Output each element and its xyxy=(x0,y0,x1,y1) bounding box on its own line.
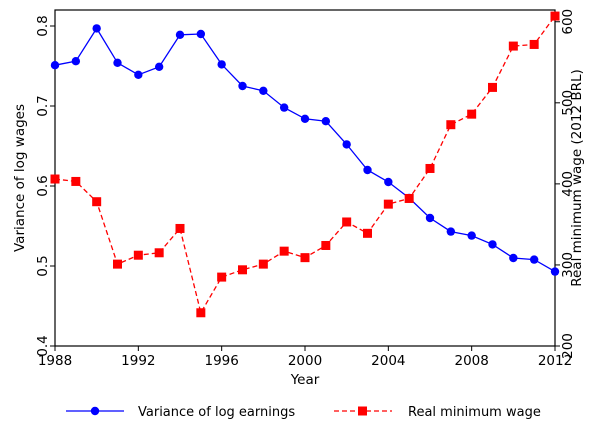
legend-label-variance: Variance of log earnings xyxy=(138,405,295,420)
plot-frame xyxy=(54,9,556,347)
data-point-minwage xyxy=(300,253,310,263)
legend-marker-variance xyxy=(90,406,100,416)
data-point-minwage xyxy=(196,308,206,318)
data-point-variance xyxy=(425,213,435,223)
data-point-minwage xyxy=(50,174,60,184)
data-point-minwage xyxy=(342,217,352,227)
data-point-variance xyxy=(50,60,60,70)
data-point-variance xyxy=(550,267,560,276)
series-layer xyxy=(50,11,560,318)
data-point-minwage xyxy=(71,176,81,186)
data-point-variance xyxy=(363,165,372,175)
plot-area xyxy=(54,9,556,347)
x-tick-label: 1992 xyxy=(121,353,155,369)
legend-marker-minwage xyxy=(358,406,367,416)
data-point-minwage xyxy=(154,248,164,258)
data-point-minwage xyxy=(508,41,518,51)
x-tick-label: 2012 xyxy=(538,353,572,369)
data-point-minwage xyxy=(363,228,372,238)
data-point-variance xyxy=(196,29,206,39)
data-point-variance xyxy=(113,58,122,67)
data-point-minwage xyxy=(550,11,560,21)
data-point-minwage xyxy=(488,82,497,92)
data-point-minwage xyxy=(258,259,268,269)
data-point-minwage xyxy=(133,250,143,260)
data-point-minwage xyxy=(113,259,122,269)
data-point-variance xyxy=(300,114,310,124)
data-point-minwage xyxy=(238,265,247,275)
data-point-variance xyxy=(71,57,81,66)
data-point-variance xyxy=(342,140,351,149)
data-point-minwage xyxy=(383,199,393,209)
data-point-minwage xyxy=(175,223,185,233)
right-y-axis-title: Real minimum wage (2012 BRL) xyxy=(569,69,585,287)
x-tick-label: 2004 xyxy=(371,353,405,369)
x-axis-title: Year xyxy=(290,372,320,388)
right-y-tick-label: 200 xyxy=(560,333,576,359)
data-point-minwage xyxy=(467,109,477,119)
data-point-variance xyxy=(134,70,143,80)
data-point-minwage xyxy=(425,163,435,173)
data-point-minwage xyxy=(529,39,539,49)
data-point-variance xyxy=(92,24,101,33)
data-point-variance xyxy=(529,255,539,264)
data-point-variance xyxy=(238,81,247,91)
left-y-tick-label: 0.4 xyxy=(35,335,51,356)
left-y-tick-label: 0.7 xyxy=(35,95,51,116)
right-y-tick-label: 400 xyxy=(560,171,576,197)
x-tick-label: 2008 xyxy=(454,353,488,369)
data-point-variance xyxy=(446,227,456,236)
data-point-minwage xyxy=(446,120,456,130)
right-y-tick-label: 600 xyxy=(560,9,576,35)
x-tick-label: 1996 xyxy=(204,353,238,369)
data-point-minwage xyxy=(92,197,102,207)
left-y-tick-label: 0.8 xyxy=(35,15,51,36)
data-point-variance xyxy=(259,86,268,96)
data-point-variance xyxy=(154,62,164,71)
data-point-variance xyxy=(384,177,393,187)
data-point-minwage xyxy=(217,272,227,282)
data-point-variance xyxy=(467,231,476,240)
data-point-variance xyxy=(279,103,289,112)
x-tick-label: 2000 xyxy=(288,353,322,369)
data-point-minwage xyxy=(321,240,331,250)
right-y-tick-label: 300 xyxy=(560,252,576,278)
left-y-tick-label: 0.5 xyxy=(35,255,51,276)
left-y-tick-label: 0.6 xyxy=(35,175,51,196)
x-tick-label: 1988 xyxy=(38,353,72,369)
data-point-minwage xyxy=(279,246,289,256)
axes-ticks: 1988 1992 1996 2000 2004 2008 2012 0.4 0.5 0.6 0.7… xyxy=(35,9,576,369)
data-point-variance xyxy=(509,253,518,263)
data-point-variance xyxy=(488,240,497,249)
left-y-axis-title: Variance of log wages xyxy=(12,104,28,252)
series-line-variance xyxy=(54,27,556,273)
data-point-minwage xyxy=(404,193,414,203)
legend: Variance of log earnings Real minimum wa… xyxy=(66,405,541,420)
legend-label-minwage: Real minimum wage xyxy=(408,405,541,420)
data-point-variance xyxy=(217,60,226,69)
data-point-variance xyxy=(175,30,185,39)
data-point-variance xyxy=(321,117,331,126)
series-line-minwage xyxy=(54,15,556,315)
right-y-tick-label: 500 xyxy=(560,90,576,116)
